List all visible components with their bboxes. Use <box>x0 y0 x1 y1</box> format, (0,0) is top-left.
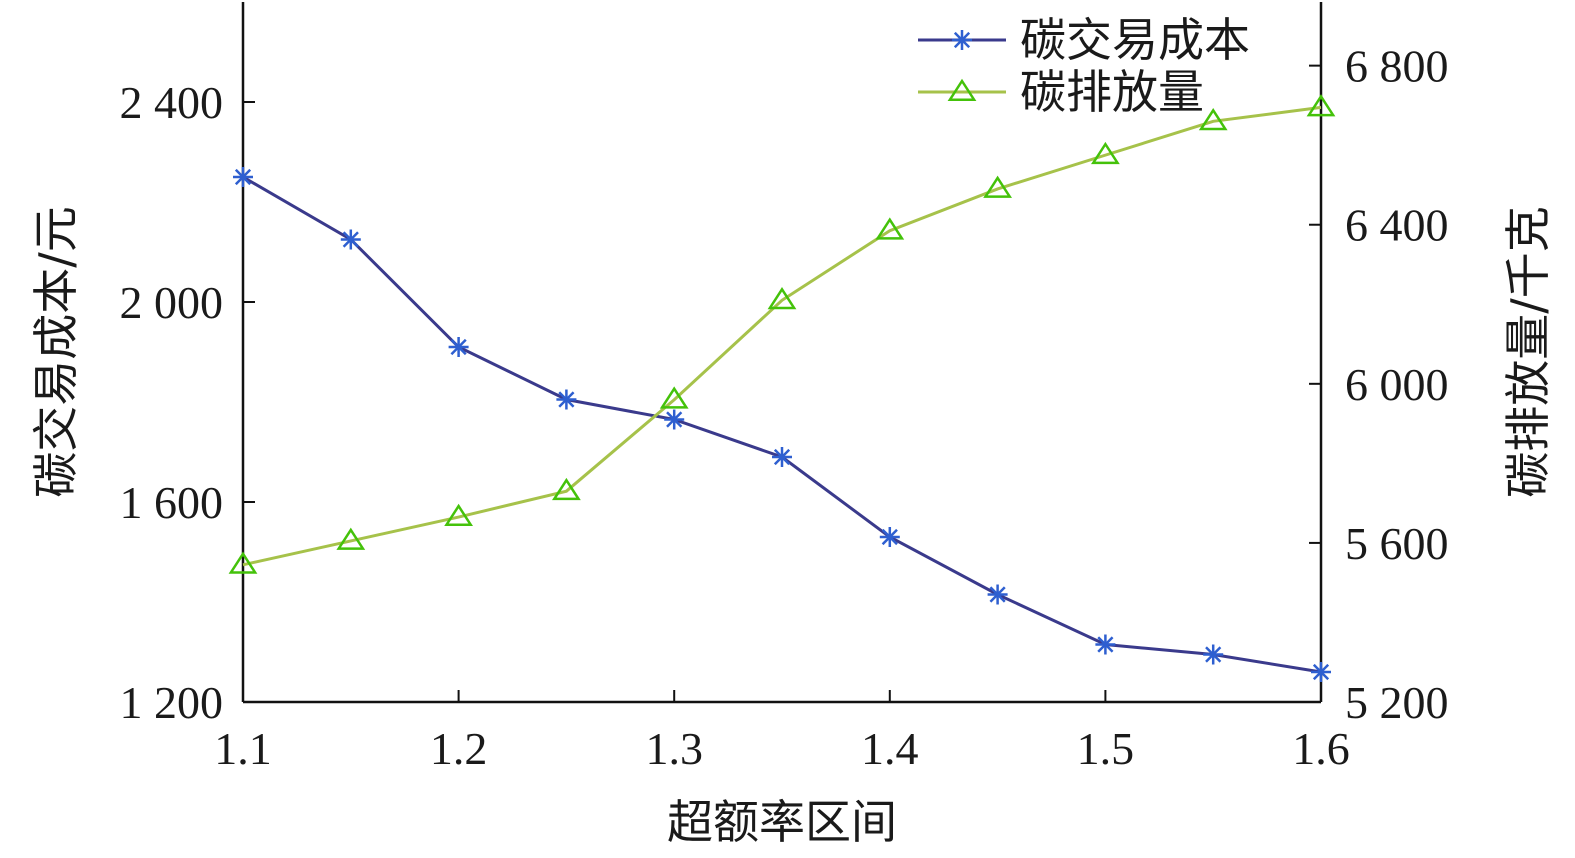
left-y-axis-title: 碳交易成本/元 <box>29 206 83 498</box>
legend-item: 碳交易成本 <box>918 13 1250 67</box>
right-y-tick-label: 5 200 <box>1345 677 1449 728</box>
series-cost <box>233 167 1331 682</box>
triangle-marker <box>444 503 473 527</box>
triangle-marker <box>983 175 1012 198</box>
right-y-axis-title: 碳排放量/千克 <box>1501 206 1555 498</box>
x-tick-label: 1.3 <box>645 723 703 774</box>
legend-item: 碳排放量 <box>918 65 1204 119</box>
asterisk-marker <box>233 167 253 187</box>
asterisk-marker <box>772 447 792 467</box>
triangle-marker <box>659 386 689 409</box>
series-emissions <box>228 94 1336 574</box>
x-tick-label: 1.1 <box>214 723 272 774</box>
x-tick-label: 1.2 <box>430 723 488 774</box>
right-y-axis-ticks: 5 200 5 600 6 000 6 400 6 800 <box>1309 41 1449 728</box>
triangle-marker <box>552 477 581 501</box>
asterisk-marker <box>1095 634 1116 655</box>
triangle-marker <box>947 78 977 101</box>
legend-label: 碳交易成本 <box>1020 13 1250 67</box>
left-y-tick-label: 2 000 <box>120 277 224 328</box>
asterisk-marker <box>664 409 685 430</box>
series-line <box>242 175 1322 674</box>
right-y-tick-label: 5 600 <box>1345 518 1449 569</box>
triangle-marker <box>228 551 258 574</box>
asterisk-marker <box>1311 662 1331 682</box>
triangle-marker <box>336 527 366 550</box>
asterisk-marker <box>448 337 469 357</box>
left-y-tick-label: 1 600 <box>120 477 224 528</box>
x-axis-title: 超额率区间 <box>667 795 897 849</box>
asterisk-marker <box>1203 644 1224 665</box>
asterisk-marker <box>556 389 577 410</box>
asterisk-marker <box>952 30 972 50</box>
triangle-marker <box>1198 108 1228 131</box>
series-layer <box>228 94 1336 682</box>
triangle-marker <box>1306 94 1336 117</box>
triangle-marker <box>1091 141 1120 165</box>
x-tick-label: 1.6 <box>1292 723 1350 774</box>
asterisk-marker <box>340 229 361 250</box>
left-y-tick-label: 1 200 <box>120 677 224 728</box>
x-tick-label: 1.5 <box>1077 723 1135 774</box>
plot-frame <box>241 2 1323 704</box>
triangle-marker <box>875 217 905 240</box>
right-y-tick-label: 6 400 <box>1345 200 1449 251</box>
asterisk-marker <box>987 584 1008 605</box>
asterisk-marker <box>879 527 900 547</box>
series-line <box>242 105 1322 567</box>
triangle-marker <box>767 286 797 310</box>
x-axis-ticks: 1.1 1.2 1.3 1.4 1.5 1.6 <box>214 690 1350 774</box>
right-y-tick-label: 6 000 <box>1345 359 1449 410</box>
legend-label: 碳排放量 <box>1020 65 1204 119</box>
x-tick-label: 1.4 <box>861 723 919 774</box>
right-y-tick-label: 6 800 <box>1345 41 1449 92</box>
left-y-axis-ticks: 1 200 1 600 2 000 2 400 <box>120 77 255 728</box>
left-y-tick-label: 2 400 <box>120 77 224 128</box>
